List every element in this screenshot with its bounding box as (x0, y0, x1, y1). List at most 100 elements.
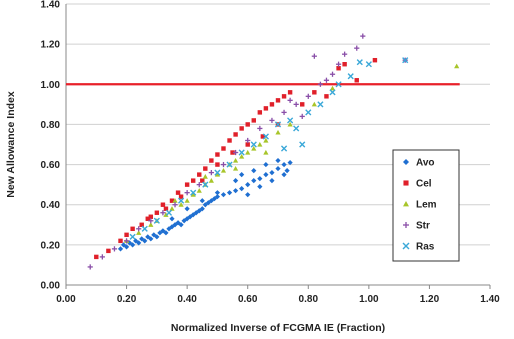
data-point-str (99, 254, 105, 260)
data-point-str (342, 51, 348, 57)
data-point-cel (215, 162, 220, 167)
data-point-lem (257, 141, 263, 147)
data-point-avo (239, 172, 245, 178)
data-point-cel (221, 146, 226, 151)
legend-label: Lem (416, 200, 437, 211)
y-tick-label: 1.40 (41, 0, 61, 11)
data-point-ras (280, 145, 288, 152)
data-point-ras (250, 141, 257, 148)
data-point-ras (190, 189, 197, 196)
data-point-cel (190, 178, 196, 183)
data-point-ras (335, 81, 342, 88)
data-point-cel (372, 57, 378, 63)
y-tick-label: 0.00 (41, 281, 61, 292)
data-point-str (299, 113, 305, 119)
data-point-str (208, 170, 214, 176)
data-point-str (111, 246, 118, 252)
legend-item-str: Str (403, 221, 430, 232)
data-point-lem (172, 198, 178, 203)
data-point-str (184, 190, 190, 196)
data-point-cel (209, 158, 214, 163)
data-point-avo (169, 216, 175, 222)
data-point-avo (214, 190, 221, 196)
data-point-lem (454, 63, 460, 69)
data-point-avo (284, 167, 290, 174)
data-point-lem (329, 85, 336, 91)
data-point-str (329, 71, 336, 77)
y-tick-label: 0.20 (41, 240, 61, 251)
data-point-lem (239, 153, 245, 159)
data-point-avo (233, 188, 239, 194)
data-point-lem (263, 149, 269, 155)
data-point-cel (239, 126, 244, 131)
data-point-str (257, 125, 263, 132)
data-point-ras (317, 101, 324, 108)
data-point-cel (342, 62, 347, 67)
data-point-cel (160, 202, 166, 207)
data-point-avo (214, 194, 221, 200)
data-point-avo (226, 190, 233, 196)
data-point-lem (251, 145, 257, 151)
data-point-lem (163, 212, 169, 217)
data-point-lem (263, 137, 269, 143)
legend-item-ras: Ras (402, 242, 435, 253)
data-point-lem (169, 206, 175, 211)
data-point-ras (226, 161, 233, 168)
legend: Avo Cel Lem Str Ras (392, 149, 460, 262)
data-point-ras (165, 209, 173, 216)
data-point-ras (287, 117, 294, 124)
data-point-str (87, 264, 93, 270)
y-tick-label: 0.60 (41, 160, 61, 171)
legend-label: Cel (416, 179, 432, 190)
data-point-cel (263, 106, 269, 111)
x-tick-label: 1.00 (359, 294, 379, 305)
data-point-avo (245, 182, 251, 188)
data-point-lem (148, 222, 154, 227)
data-point-cel (163, 206, 169, 211)
data-point-avo (199, 198, 205, 204)
data-point-cel (257, 110, 263, 115)
data-point-ras (129, 233, 136, 240)
data-point-lem (311, 101, 317, 107)
data-point-str (354, 45, 360, 51)
y-tick-label: 0.40 (41, 200, 61, 211)
legend-marker (403, 159, 409, 165)
data-point-cel (287, 90, 293, 95)
data-point-lem (178, 202, 184, 207)
data-point-str (123, 238, 130, 244)
data-point-cel (251, 118, 256, 123)
data-point-str (360, 33, 366, 39)
x-tick-label: 1.20 (420, 294, 440, 305)
data-point-lem (202, 174, 208, 179)
data-point-str (281, 109, 287, 115)
x-tick-label: 0.60 (238, 294, 258, 305)
data-point-avo (257, 176, 263, 182)
x-tick-label: 0.80 (299, 294, 319, 305)
data-point-cel (312, 90, 317, 95)
data-point-avo (117, 246, 124, 252)
y-axis-title: New Allowance Index (5, 91, 17, 198)
data-point-avo (154, 234, 160, 240)
data-point-ras (347, 73, 354, 80)
data-point-cel (269, 102, 275, 107)
data-point-cel (106, 248, 111, 254)
legend-label: Avo (416, 158, 435, 169)
data-point-cel (118, 238, 123, 244)
data-point-cel (139, 222, 144, 227)
data-point-str (287, 97, 293, 103)
data-point-lem (275, 129, 281, 135)
data-point-avo (136, 240, 142, 246)
data-point-lem (196, 188, 202, 193)
axes (65, 4, 491, 289)
data-point-str (245, 137, 251, 144)
data-point-cel (184, 182, 190, 187)
data-point-ras (238, 149, 245, 156)
data-point-ras (177, 197, 185, 204)
data-point-ras (153, 217, 160, 224)
data-point-ras (262, 133, 269, 140)
data-point-cel (145, 216, 150, 221)
legend-marker (403, 180, 409, 186)
data-point-lem (220, 167, 227, 173)
data-point-avo (178, 222, 184, 228)
